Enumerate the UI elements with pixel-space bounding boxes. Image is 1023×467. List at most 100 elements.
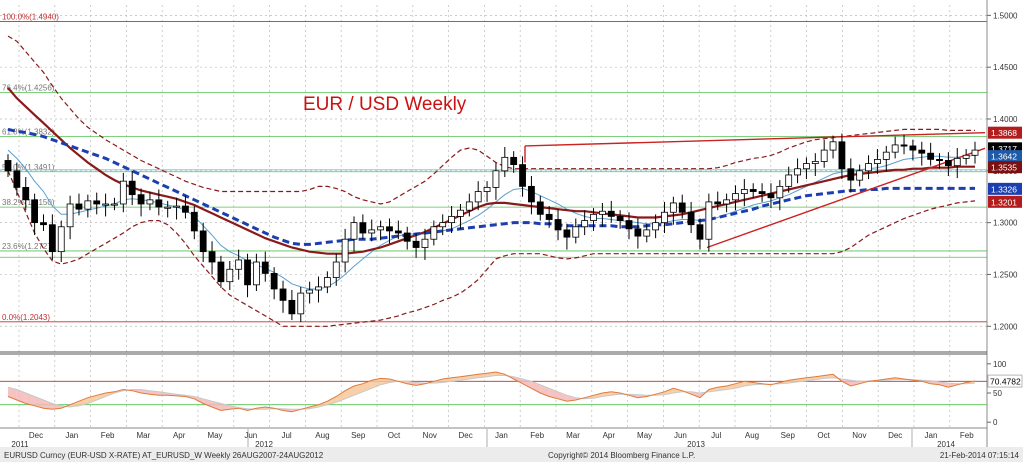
candle-body	[474, 191, 482, 203]
ma21-line	[7, 87, 975, 255]
candle-body	[607, 210, 615, 217]
fib-level-label: 0.0%(1.2043)	[2, 313, 50, 322]
month-label: Dec	[888, 431, 902, 440]
candle-body	[661, 211, 668, 224]
candles	[4, 133, 979, 323]
candle-body	[40, 222, 47, 226]
candle-body	[669, 202, 677, 213]
candle-body	[732, 193, 739, 201]
candle-body	[652, 222, 660, 231]
month-label: Jan	[65, 431, 78, 440]
candle-body	[918, 149, 926, 154]
rsi-fill	[522, 379, 532, 389]
candle-body	[510, 156, 518, 166]
candle-body	[678, 202, 686, 213]
time-axis: Dec Jan Feb Mar Apr May Jun Jul Aug Sep Oct Nov Dec J…	[0, 427, 987, 449]
candle-body	[891, 144, 899, 153]
year-label: 2013	[687, 440, 705, 449]
trendline-lower	[706, 147, 986, 249]
candle-body	[394, 230, 402, 234]
candle-body	[31, 199, 39, 224]
rsi-value-box	[987, 374, 1023, 388]
rsi-fill	[841, 379, 851, 386]
candle-body	[199, 230, 207, 253]
candle-body	[84, 200, 92, 210]
month-label: Feb	[101, 431, 115, 440]
footer-right: 21-Feb-2014 07:15:14	[940, 451, 1020, 460]
candle-body	[253, 261, 260, 286]
month-label: May	[637, 431, 652, 440]
price-label-box	[988, 126, 1022, 139]
fib-level-label: 100.0%(1.4940)	[2, 13, 59, 22]
candle-body	[270, 273, 278, 290]
month-label: Mar	[566, 431, 580, 440]
candle-body	[226, 268, 234, 283]
footer-left: EURUSD Curncy (EUR-USD X-RATE) AT_EURUSD…	[4, 451, 324, 460]
month-label: Aug	[745, 431, 759, 440]
fib-levels: 100.0%(1.4940) 76.4%(1.4256) 61.8%(1.3832)…	[0, 13, 987, 323]
candle-body	[341, 238, 349, 263]
candle-body	[811, 161, 819, 164]
candle-body	[971, 149, 979, 156]
candle-body	[936, 159, 943, 162]
candle-body	[820, 149, 828, 162]
candle-body	[900, 144, 908, 147]
rsi-fill	[43, 400, 53, 410]
candle-body	[332, 261, 340, 278]
rsi-fill	[726, 383, 736, 390]
candle-body	[794, 168, 801, 176]
candle-body	[403, 232, 411, 242]
chart-title: EUR / USD Weekly	[303, 94, 467, 115]
footer-bar	[0, 447, 1023, 462]
candle-body	[838, 141, 846, 170]
candle-body	[448, 216, 455, 224]
candle-body	[554, 219, 562, 231]
year-label: 2011	[11, 440, 29, 449]
candle-body	[102, 203, 109, 206]
candle-body	[625, 220, 633, 230]
rsi-fill	[158, 391, 168, 396]
candle-body	[581, 220, 589, 228]
candle-body	[457, 209, 464, 217]
candle-body	[723, 199, 730, 205]
candle-body	[492, 170, 500, 188]
rsi-fill	[70, 401, 79, 407]
candle-body	[217, 261, 225, 283]
rsi-fill	[212, 401, 221, 411]
rsi-fill	[8, 387, 17, 400]
month-label: Jun	[244, 431, 257, 440]
fib-level-label: 38.2%(1.3150)	[2, 198, 55, 207]
candle-body	[927, 152, 935, 160]
candle-body	[483, 186, 491, 192]
rsi-fill	[25, 393, 35, 406]
rsi-fill	[371, 378, 381, 389]
trendlines	[524, 131, 986, 249]
month-label: Dec	[458, 431, 472, 440]
candle-body	[785, 174, 793, 187]
fib-level-label: 23.6%(1.2727)	[2, 242, 55, 251]
rsi-fill	[850, 380, 860, 386]
candle-body	[57, 226, 65, 253]
candle-body	[590, 213, 597, 221]
month-label: Dec	[29, 431, 43, 440]
month-label: Sep	[781, 431, 796, 440]
price-label-text: 1.3201	[991, 197, 1017, 207]
candle-body	[563, 229, 571, 238]
rsi-fill	[345, 386, 354, 399]
fib-level-label: 61.8%(1.3832)	[2, 127, 55, 136]
candle-body	[598, 210, 606, 215]
candle-body	[687, 211, 695, 226]
price-tick-label: 1.5000	[993, 11, 1018, 20]
price-tick-label: 1.2000	[993, 322, 1018, 331]
price-tick-label: 1.2500	[993, 270, 1018, 279]
month-label: Jan	[495, 431, 508, 440]
month-label: Feb	[960, 431, 974, 440]
candle-body	[155, 199, 163, 208]
candle-body	[146, 199, 154, 205]
candle-body	[93, 200, 101, 205]
candle-body	[288, 299, 296, 315]
candle-body	[306, 289, 314, 294]
month-label: Apr	[603, 431, 616, 440]
candle-body	[430, 226, 438, 240]
